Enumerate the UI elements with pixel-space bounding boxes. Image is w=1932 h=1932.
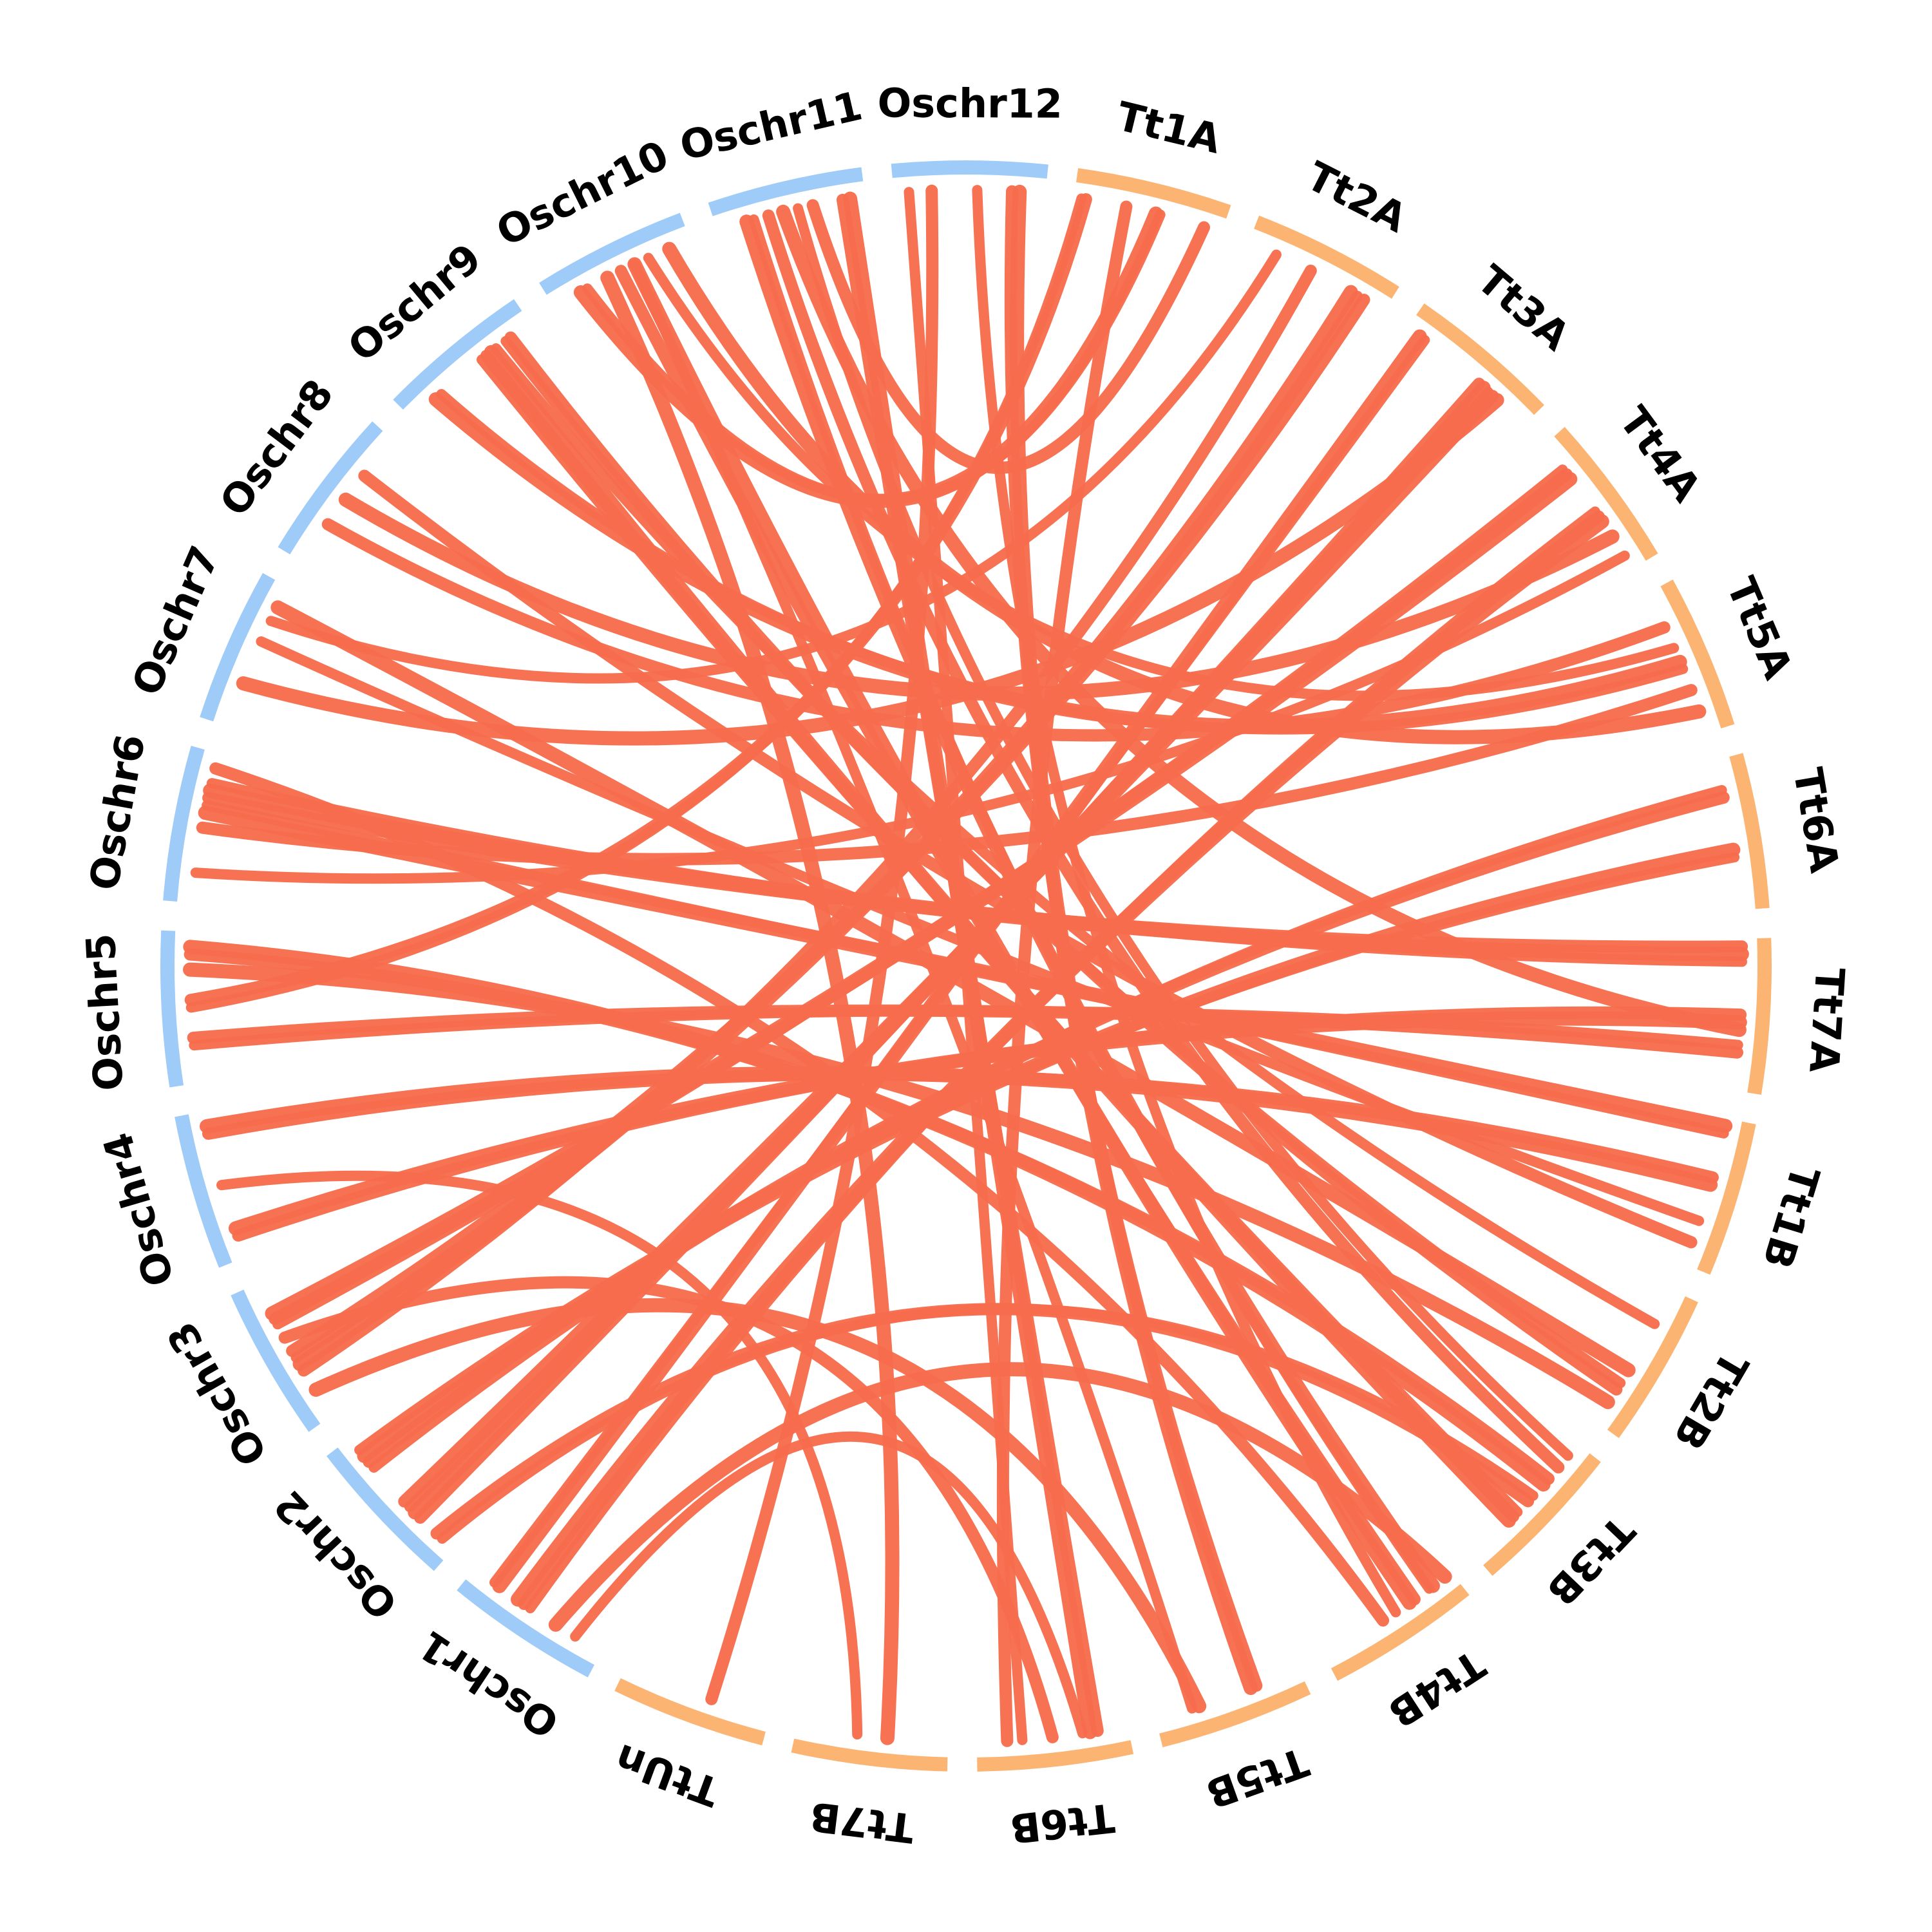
link-tt2a-oschr7 xyxy=(265,249,1282,684)
label-tt7a: Tt7A xyxy=(1800,966,1853,1074)
link-tt1b-oschr8 xyxy=(358,469,1698,1249)
ideogram-tt6b xyxy=(977,1740,1134,1772)
label-tt4b: Tt4B xyxy=(1380,1641,1493,1738)
link-tt2b-oschr9 xyxy=(504,331,1623,1396)
ideogram-tt5b xyxy=(1159,1681,1311,1748)
link-tt5b-oschr3 xyxy=(308,1298,1207,1714)
ideogram-tt1a xyxy=(1076,168,1231,219)
ideogram-tt6a xyxy=(1729,753,1770,909)
label-oschr6: Oschr6 xyxy=(80,731,154,894)
link-tt5a-oschr8 xyxy=(321,518,1671,742)
link-tt4b-oschr12 xyxy=(972,185,1401,1618)
label-tt7b: Tt7B xyxy=(807,1793,916,1852)
ideogram-oschr3 xyxy=(231,1289,321,1432)
synteny-links xyxy=(183,184,1749,1747)
ideogram-tt4a xyxy=(1554,426,1658,561)
ideogram-oschr7 xyxy=(200,573,276,722)
link-tt3b-oschr5 xyxy=(183,940,1551,1492)
label-oschr7: Oschr7 xyxy=(122,539,229,702)
label-tt6a: Tt6A xyxy=(1784,764,1848,876)
link-tt6b-oschr11 xyxy=(843,191,1097,1739)
label-oschr12: Oschr12 xyxy=(877,79,1063,127)
link-tt1a-oschr5 xyxy=(185,193,1087,1013)
link-tt6b-oschr3 xyxy=(278,1276,1059,1743)
label-ttun: TtUn xyxy=(609,1734,725,1815)
ideogram-oschr11 xyxy=(708,167,864,216)
ideogram-oschr2 xyxy=(327,1447,444,1571)
link-tt3b-oschr11 xyxy=(793,203,1573,1461)
ideogram-tt4b xyxy=(1331,1584,1470,1681)
link-tt4b-oschr1 xyxy=(548,1362,1452,1632)
ideogram-oschr4 xyxy=(175,1114,232,1268)
label-oschr4: Oschr4 xyxy=(94,1128,184,1292)
label-tt2b: Tt2B xyxy=(1664,1344,1757,1458)
link-tt1b-oschr7 xyxy=(256,636,1705,1226)
link-tt6b-oschr1 xyxy=(570,1431,1088,1739)
ideogram-oschr8 xyxy=(278,421,383,554)
ideogram-tt1b xyxy=(1697,1121,1756,1275)
label-oschr11: Oschr11 xyxy=(676,82,866,169)
label-tt4a: Tt4A xyxy=(1610,398,1710,511)
link-tt7a-oschr6 xyxy=(206,778,1747,967)
link-tt1a-oschr5 xyxy=(184,193,1092,1007)
link-tt3a-oschr2 xyxy=(398,390,1499,1508)
ideogram-tt5a xyxy=(1660,579,1735,729)
link-tt7a-oschr5 xyxy=(187,1004,1743,1059)
link-tt1a-tt6b xyxy=(996,200,1133,1747)
label-tt6b: Tt6B xyxy=(1008,1794,1117,1853)
ideogram-tt3b xyxy=(1483,1453,1601,1576)
label-oschr5: Oschr5 xyxy=(77,933,133,1092)
ideogram-oschr12 xyxy=(891,160,1048,179)
link-tt4a-oschr8 xyxy=(338,492,1620,701)
link-tt4b-oschr6 xyxy=(209,762,1390,1627)
ideogram-tt7a xyxy=(1747,938,1772,1095)
chromosome-ideograms xyxy=(160,160,1772,1772)
label-tt1b: Tt1B xyxy=(1754,1160,1829,1274)
link-tt5a-oschr10 xyxy=(662,242,1707,744)
label-oschr2: Oschr2 xyxy=(265,1481,406,1628)
label-tt2a: Tt2A xyxy=(1299,152,1414,242)
link-tt5a-oschr9 xyxy=(436,389,1689,735)
label-tt5b: Tt5B xyxy=(1200,1738,1314,1818)
ideogram-oschr1 xyxy=(457,1579,595,1678)
ideogram-tt2a xyxy=(1254,215,1399,299)
label-tt3a: Tt3A xyxy=(1468,256,1579,359)
ideogram-oschr5 xyxy=(160,930,184,1088)
link-tt7b-oschr4 xyxy=(216,1170,863,1740)
label-tt3b: Tt3B xyxy=(1538,1507,1644,1615)
link-ttun-oschr12 xyxy=(705,184,939,1705)
link-tt2a-oschr3 xyxy=(286,294,1370,1358)
ideogram-oschr6 xyxy=(163,745,205,902)
ideogram-ttun xyxy=(614,1678,766,1746)
label-tt5a: Tt5A xyxy=(1718,571,1802,686)
label-tt1a: Tt1A xyxy=(1112,93,1226,163)
link-tt7b-oschr10 xyxy=(600,270,900,1745)
link-tt3b-oschr2 xyxy=(430,1303,1535,1540)
link-tt5b-oschr10 xyxy=(629,259,1197,1714)
ideogram-oschr10 xyxy=(539,213,685,295)
ideogram-oschr9 xyxy=(393,299,522,410)
ideogram-tt3a xyxy=(1416,303,1544,415)
ideogram-tt7b xyxy=(791,1738,948,1772)
ideogram-tt2b xyxy=(1607,1296,1698,1438)
link-tt1b-oschr4 xyxy=(199,1066,1718,1192)
link-tt4a-oschr3 xyxy=(265,471,1578,1321)
